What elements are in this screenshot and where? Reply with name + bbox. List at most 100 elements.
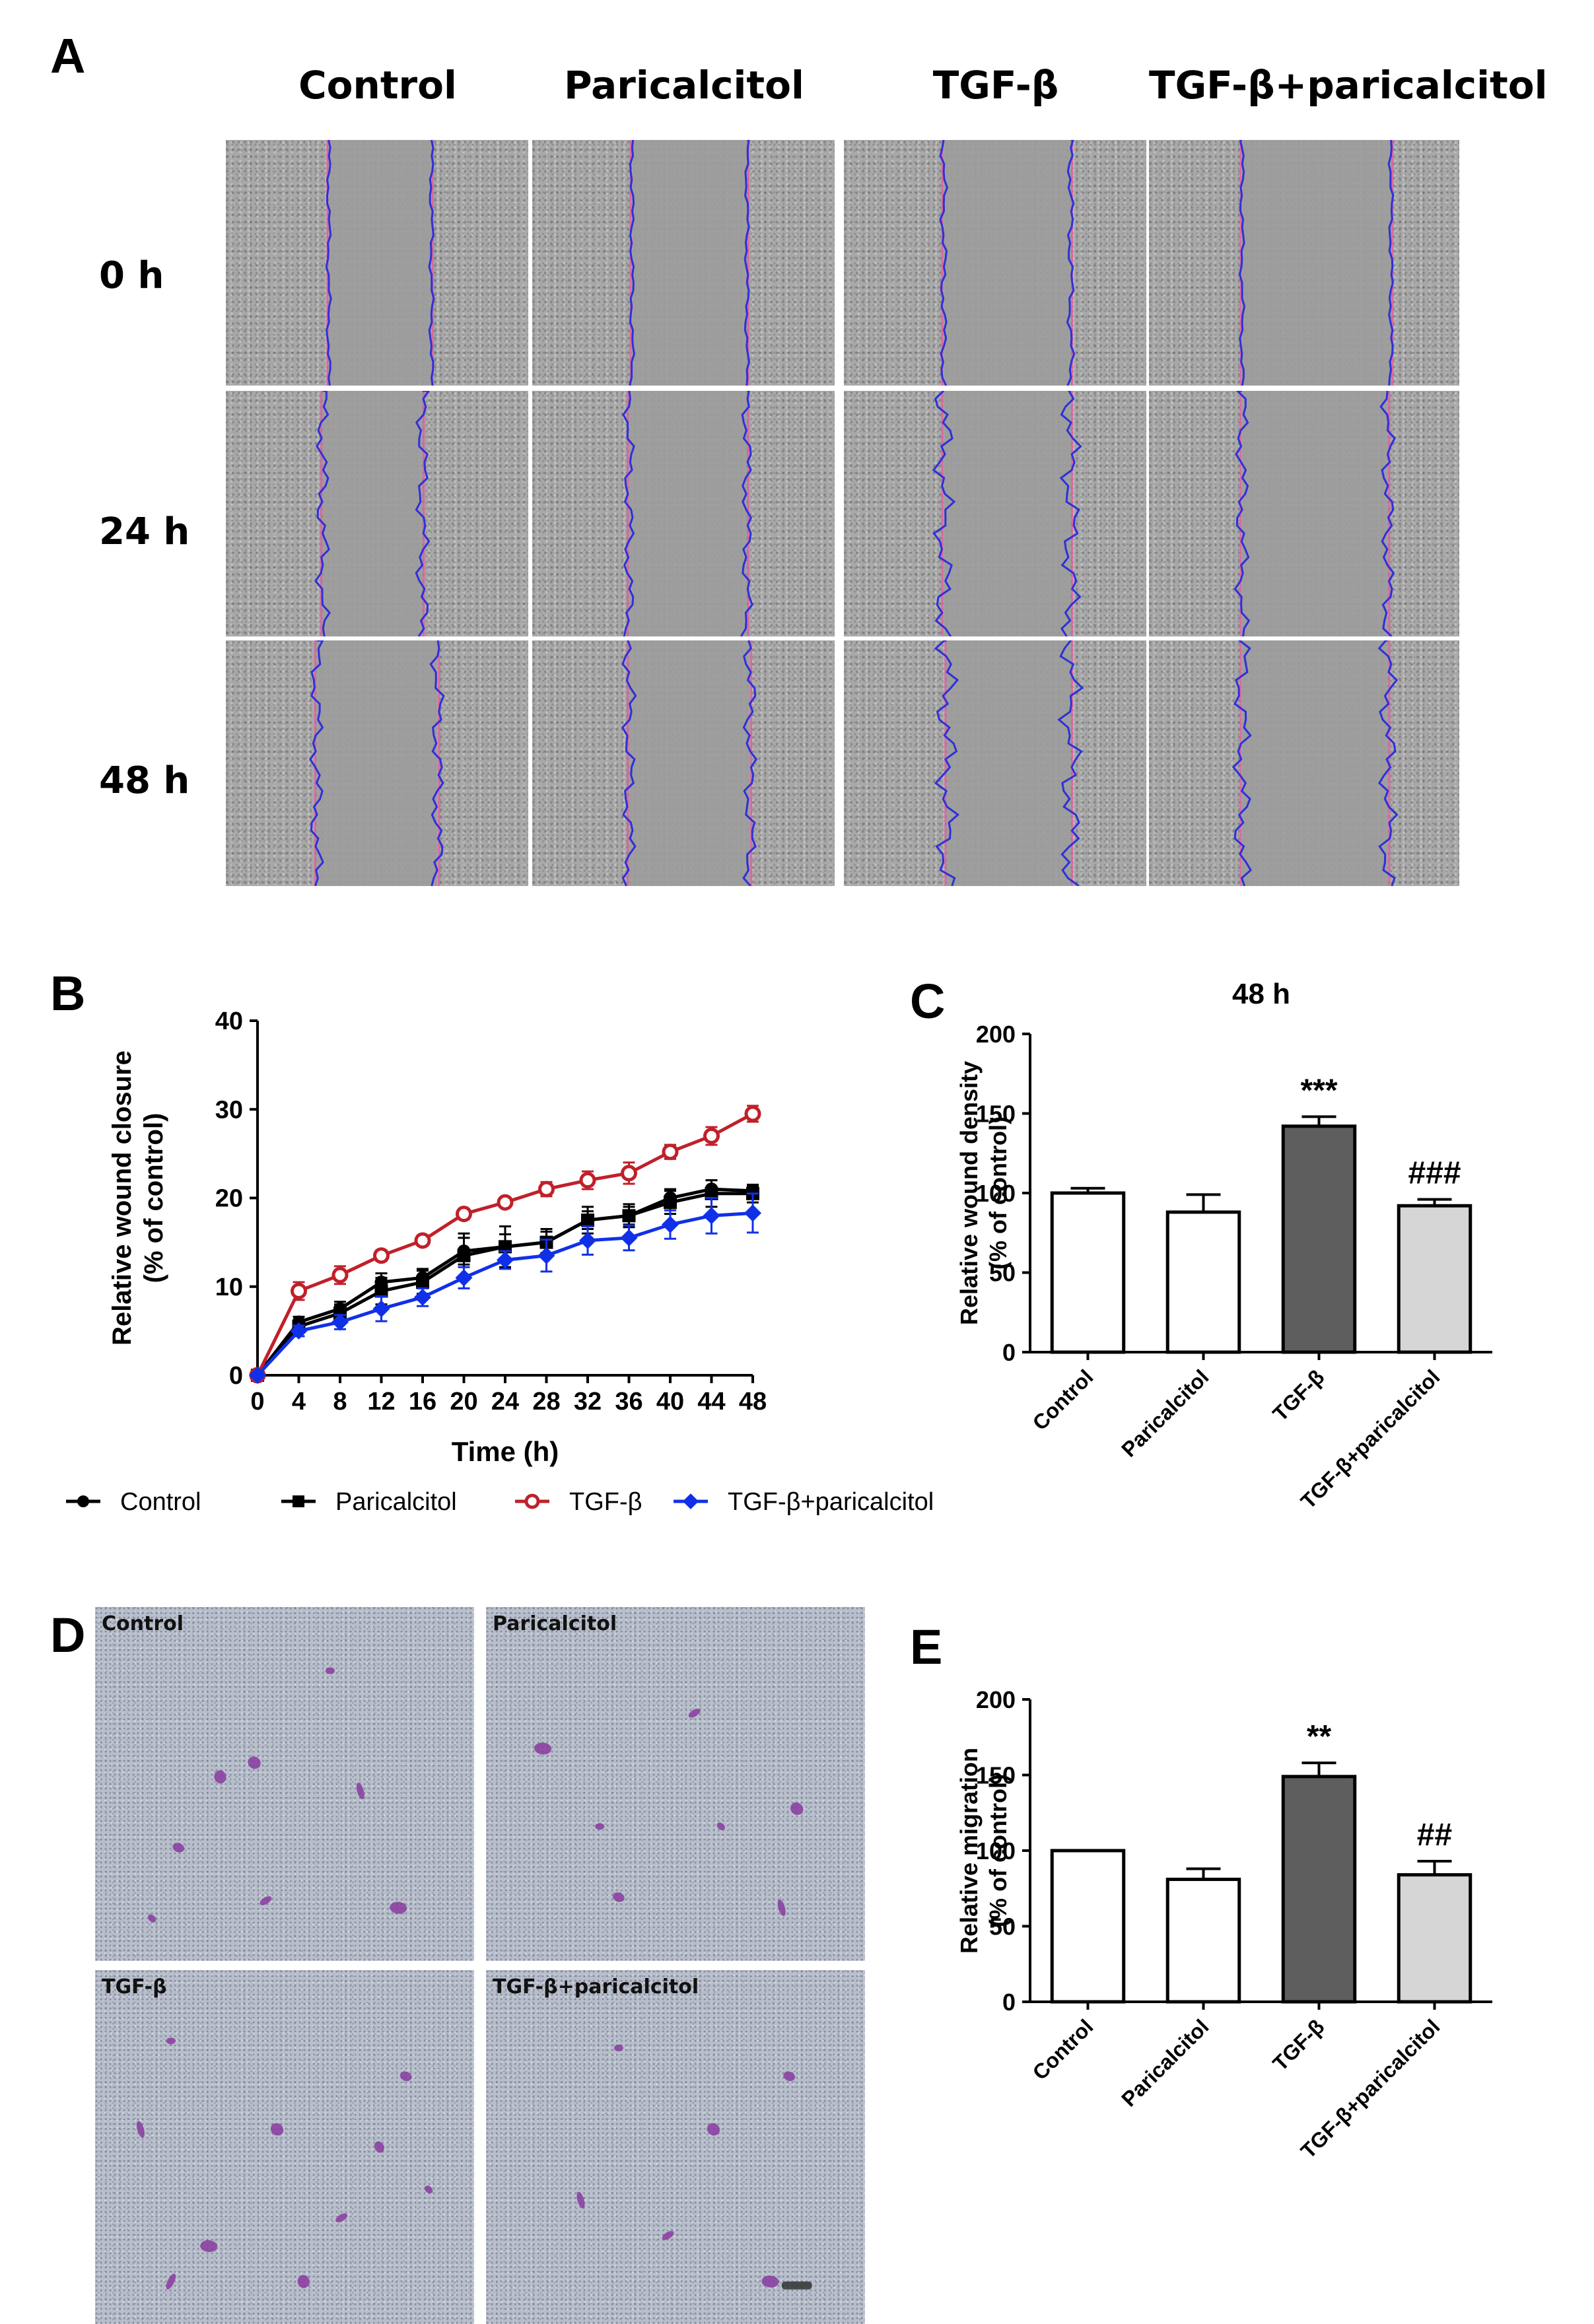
column-header-control: Control [298,63,457,108]
significance-label-tgf-beta-paricalcitol: ### [1408,1156,1461,1191]
legend-label-control: Control [120,1488,201,1516]
bar-tgf-beta [1281,1775,1357,2004]
bar-paricalcitol [1165,1210,1241,1354]
wound-gap [944,140,1071,386]
wound-edge-blue [429,640,445,886]
wound-edge-blue [1238,140,1246,386]
wound-edge-blue [740,391,754,636]
stained-cell [214,1770,226,1784]
wound-image-control-48-h [226,640,528,886]
x-tick-label: 0 [250,1388,264,1416]
wound-edge-blue [621,640,637,886]
y-tick-label: 200 [976,1021,1016,1048]
wound-gap [1242,140,1391,386]
bar-tgf-beta-paricalcitol [1397,1204,1473,1354]
stained-cell [783,2071,795,2082]
series-tgf-beta-paricalcitol-point [744,1204,761,1222]
wound-edge-blue [314,391,331,636]
panel-b-label: B [50,966,86,1021]
transwell-label-paricalcitol: Paricalcitol [493,1612,617,1635]
row-header-0h: 0 h [99,254,164,297]
series-tgf-beta-point [414,1232,431,1249]
wound-edge-blue [1057,640,1084,886]
x-tick-label: 16 [409,1388,436,1416]
y-axis-label-line: Relative wound density [955,1061,983,1325]
series-paricalcitol-point [581,1213,594,1227]
x-tick-label: 40 [656,1388,684,1416]
stained-cell [688,1709,701,1718]
y-axis-label-line: Relative migration [955,1748,983,1954]
series-tgf-beta-paricalcitol-point [414,1288,431,1306]
wound-edge-blue [742,640,758,886]
series-paricalcitol-point [416,1276,429,1289]
transwell-image-tgf-beta-paricalcitol: TGF-β+paricalcitol [486,1970,865,2324]
wound-edge-blue [744,140,751,386]
wound-overlay [1233,391,1397,636]
transwell-image-paricalcitol: Paricalcitol [486,1607,865,1961]
stained-cell [613,2044,623,2051]
wound-overlay [1238,140,1395,386]
y-axis-label: Relative migration(% of control) [955,1748,1012,1954]
x-tick-label: 12 [367,1388,395,1416]
wound-image-tgf-beta-0-h [844,140,1146,386]
column-header-tgf-beta: TGF-β [932,63,1059,108]
x-tick-label-control: Control [1028,1365,1098,1435]
wound-image-control-24-h [226,391,528,636]
y-tick-label: 100 [976,1180,1016,1207]
wound-image-tgf-beta-48-h [844,640,1146,886]
stained-cell [356,1783,364,1800]
wound-edge-blue [1231,640,1253,886]
x-tick-label: 48 [739,1388,767,1416]
wound-image-tgf-beta-paricalcitol-24-h [1149,391,1459,636]
y-tick-label: 50 [989,1913,1016,1940]
stained-cells-overlay [147,1667,407,1923]
x-tick-label: 8 [333,1388,347,1416]
wound-gap [1242,391,1388,636]
series-tgf-beta-point [538,1180,555,1198]
y-axis-label-line: (% of control) [985,1116,1012,1270]
x-tick-label: 44 [697,1388,725,1416]
wound-edge-blue [1377,640,1399,886]
bar-paricalcitol [1165,1878,1241,2004]
series-tgf-beta-point [703,1128,720,1145]
debris-mark [781,2281,812,2290]
wound-image-tgf-beta-24-h [844,391,1146,636]
wound-edge-blue [932,391,956,636]
wound-overlay [622,391,754,636]
significance-label-tgf-beta: ** [1307,1719,1332,1754]
wound-gap [629,391,747,636]
wound-overlay [314,391,431,636]
wound-edge-blue [325,140,332,386]
stained-cell [325,1667,335,1674]
x-tick-label: 24 [491,1388,519,1416]
bar-control [1050,1191,1126,1354]
legend-marker-circle-icon [66,1495,100,1507]
series-tgf-beta-point [579,1172,596,1189]
stained-cell [424,2185,433,2194]
series-tgf-beta-point [744,1105,761,1122]
wound-gap [629,640,750,886]
y-tick-label: 150 [976,1101,1016,1128]
wound-edge-blue [1379,391,1397,636]
wound-edge-blue [1066,140,1076,386]
y-axis-label: Relative wound density(% of control) [955,1061,1012,1325]
stained-cell [172,1843,185,1853]
series-control-line [256,1187,753,1377]
legend-label-paricalcitol: Paricalcitol [335,1488,457,1516]
transwell-label-tgf-beta-paricalcitol: TGF-β+paricalcitol [493,1975,699,1999]
stained-cell [390,1901,407,1914]
stained-cells-overlay [136,2037,433,2290]
y-axis-label: Relative wound closure (% of control) [108,1050,168,1346]
legend-label-tgf-beta: TGF-β [569,1488,642,1516]
chart-title: 48 h [1232,978,1290,1010]
panel-a-label: A [50,28,86,83]
series-tgf-beta-paricalcitol-point [372,1300,390,1318]
wound-gap [632,140,747,386]
y-tick-label: 0 [1002,1339,1016,1366]
wound-edge-blue [939,140,949,386]
panel-e-label: E [910,1620,943,1674]
legend-marker-open-circle-icon [515,1493,549,1509]
x-tick-label: 28 [532,1388,560,1416]
x-tick-label-paricalcitol: Paricalcitol [1117,2014,1213,2111]
series-tgf-beta-paricalcitol-point [249,1367,266,1384]
